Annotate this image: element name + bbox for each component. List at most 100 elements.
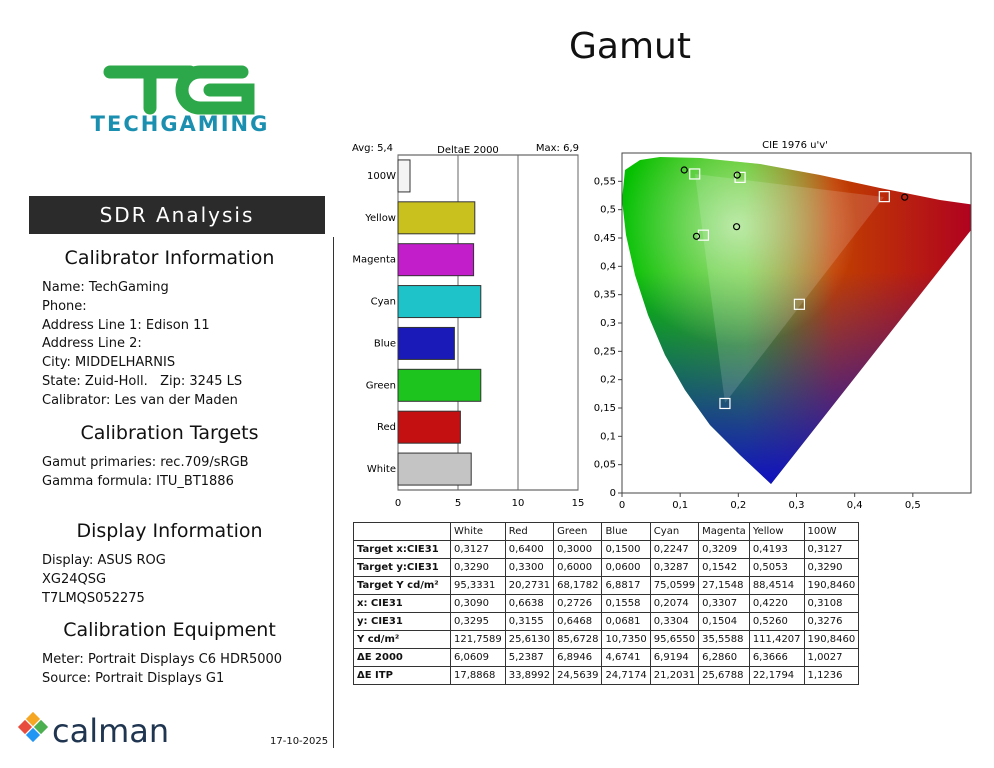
table-cell: 0,3300 — [504, 558, 555, 577]
measured-point — [680, 166, 688, 174]
x-tick-label: 0 — [395, 498, 401, 509]
bar — [397, 326, 455, 360]
row-label: y: CIE31 — [353, 612, 451, 631]
x-tick-label: 10 — [512, 498, 525, 509]
table-row: x: CIE31 0,3090 0,6638 0,2726 0,1558 0,2074 0,… — [353, 594, 860, 613]
info-line: Name: TechGaming — [42, 280, 169, 295]
table-cell: 6,9194 — [649, 648, 700, 667]
column-header: Magenta — [698, 522, 750, 541]
table-cell: 0,5260 — [748, 612, 805, 631]
table-cell: 190,8460 — [803, 630, 860, 649]
logo-mark — [103, 65, 255, 115]
column-header: Red — [504, 522, 555, 541]
info-line: Address Line 2: — [42, 336, 142, 352]
table-cell: 6,0609 — [450, 648, 506, 667]
table-cell: 0,3295 — [450, 612, 506, 631]
y-tick-label: 0,2 — [600, 375, 616, 386]
table-cell: 17,8868 — [450, 666, 506, 685]
calman-icon — [17, 711, 49, 743]
table-cell: 21,2031 — [649, 666, 700, 685]
table-cell: 0,2726 — [553, 594, 603, 613]
info-line: Source: Portrait Displays G1 — [42, 670, 225, 686]
table-cell: 0,3108 — [803, 594, 860, 613]
header-row: White Red Green Blue Cyan Magenta Yellow 100W — [353, 522, 860, 541]
info-line: Display: ASUS ROG — [42, 553, 166, 568]
table-cell: 27,1548 — [698, 576, 750, 595]
table-cell: 0,3290 — [803, 558, 860, 577]
row-label: ΔE ITP — [353, 666, 451, 685]
info-line: XG24QSG — [42, 571, 107, 587]
section: Calibrator Information Name: TechGaming Ph… — [42, 247, 297, 411]
table-cell: 0,3209 — [698, 540, 750, 559]
page-title: Gamut — [569, 26, 691, 67]
y-tick-label: Magenta — [352, 255, 396, 266]
section: Display Information Display: ASUS ROG XG24… — [42, 520, 297, 608]
table-cell: 0,1542 — [698, 558, 750, 577]
table-cell: 0,3307 — [698, 594, 750, 613]
column-header: 100W — [803, 522, 860, 541]
table-cell: 121,7589 — [450, 630, 506, 649]
y-tick-label: Red — [377, 422, 396, 433]
info-line: Address Line 1: Edison 11 — [42, 317, 210, 333]
table-cell: 85,6728 — [553, 630, 603, 649]
x-tick-label: 0,3 — [789, 500, 805, 511]
chart-title: CIE 1976 u'v' — [762, 140, 828, 151]
info-line: Gamut primaries: rec.709/sRGB — [42, 455, 249, 470]
table-cell: 0,0600 — [601, 558, 651, 577]
y-tick-label: Cyan — [371, 297, 396, 308]
table-cell: 0,6000 — [553, 558, 603, 577]
y-tick-label: Yellow — [364, 213, 396, 224]
info-line: Meter: Portrait Displays C6 HDR5000 — [42, 652, 283, 667]
table-cell: 0,6400 — [504, 540, 555, 559]
table-cell: 6,2860 — [698, 648, 750, 667]
annotation: Avg: 5,4 — [352, 143, 393, 154]
table-cell: 0,3090 — [450, 594, 506, 613]
y-tick-label: 0,15 — [594, 403, 616, 414]
table-cell: 6,8946 — [553, 648, 603, 667]
y-tick-label: 0,05 — [594, 460, 616, 471]
corner-cell — [353, 522, 451, 541]
table-cell: 0,6638 — [504, 594, 555, 613]
column-header: Green — [553, 522, 603, 541]
table-cell: 4,6741 — [601, 648, 651, 667]
section-heading: Calibration Equipment — [63, 619, 276, 641]
info-line: Calibrator: Les van der Maden — [42, 392, 238, 408]
table-row: Y cd/m² 121,7589 25,6130 85,6728 10,7350 95,6… — [353, 630, 860, 649]
table-cell: 0,3290 — [450, 558, 506, 577]
measured-point — [733, 171, 741, 179]
measured-point — [732, 223, 741, 231]
x-tick-label: 0,5 — [905, 500, 921, 511]
y-tick-label: 0,5 — [600, 205, 616, 216]
table-cell: 25,6130 — [504, 630, 555, 649]
x-tick-label: 0,4 — [847, 500, 863, 511]
table-cell: 0,2074 — [649, 594, 700, 613]
table-cell: 6,3666 — [748, 648, 805, 667]
x-tick-label: 5 — [455, 498, 461, 509]
table-cell: 35,5588 — [698, 630, 750, 649]
table-cell: 0,3276 — [803, 612, 860, 631]
table-cell: 6,8817 — [601, 576, 651, 595]
table-cell: 0,1558 — [601, 594, 651, 613]
section: Calibration Targets Gamut primaries: rec.… — [42, 422, 297, 492]
bar — [397, 201, 476, 235]
table-cell: 75,0599 — [649, 576, 700, 595]
table-cell: 95,6550 — [649, 630, 700, 649]
table-row: ΔE 2000 6,0609 5,2387 6,8946 4,6741 6,9194 6,2… — [353, 648, 860, 667]
bar — [397, 243, 475, 277]
y-tick-label: 100W — [367, 171, 396, 182]
column-header: Yellow — [748, 522, 805, 541]
logo-text: TECHGAMING — [90, 112, 270, 136]
table-cell: 111,4207 — [748, 630, 805, 649]
section-heading: Display Information — [76, 520, 263, 542]
table-cell: 1,1236 — [803, 666, 860, 685]
column-header: Blue — [601, 522, 651, 541]
row-label: Y cd/m² — [353, 630, 451, 649]
table-cell: 22,1794 — [748, 666, 805, 685]
table-cell: 190,8460 — [803, 576, 860, 595]
target-point — [689, 168, 701, 180]
table-cell: 0,3000 — [553, 540, 603, 559]
y-tick-label: 0,4 — [600, 261, 616, 272]
y-tick-label: 0,35 — [594, 290, 616, 301]
measured-point — [901, 193, 909, 201]
